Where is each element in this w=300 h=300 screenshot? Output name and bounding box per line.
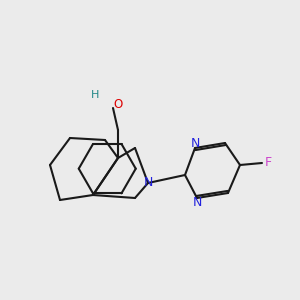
Text: F: F	[265, 157, 272, 169]
Text: H: H	[91, 91, 100, 100]
Text: N: N	[190, 137, 200, 150]
Text: N: N	[143, 176, 153, 190]
Text: O: O	[113, 98, 122, 112]
Text: N: N	[192, 196, 202, 209]
